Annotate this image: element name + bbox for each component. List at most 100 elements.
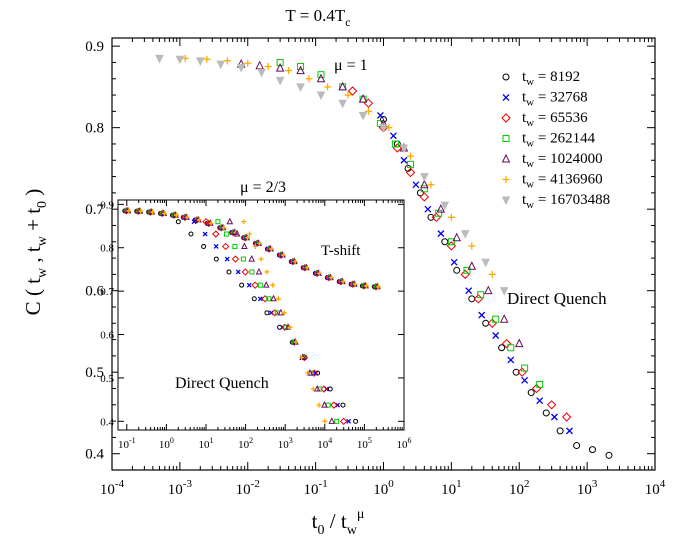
quench-point [258,256,264,262]
data-point [264,63,272,71]
inset-y-tick-label: 0.7 [100,286,114,298]
data-point [203,55,211,63]
quench-point [175,219,181,225]
quench-point [328,417,336,424]
quench-point [321,401,328,408]
inset-y-tick-label: 0.5 [100,373,114,385]
data-point [216,60,226,70]
tshift-point [316,270,322,276]
data-point [244,59,252,67]
quench-point [287,324,293,330]
inset-y-tick-label: 0.8 [100,243,114,255]
data-point [481,258,490,268]
quench-point [299,355,305,360]
data-point [416,189,424,197]
data-point [447,238,455,246]
quench-point [241,242,248,249]
data-point [536,397,544,405]
data-point [492,315,500,323]
quench-point [249,269,255,275]
tshift-point [352,281,358,287]
data-point [399,144,409,154]
quench-point [304,370,310,376]
data-point [358,94,368,103]
quench-point [255,267,263,275]
quench-point [213,243,219,249]
x-tick-label: 10-2 [236,478,260,498]
quench-point [201,243,207,249]
quench-point [232,243,238,249]
x-tick-label: 100 [373,478,394,498]
quench-point [281,310,287,316]
inset-background [118,197,404,432]
quench-point [270,294,277,302]
data-point [501,338,512,349]
tshift-point [375,284,381,290]
data-point [358,111,368,121]
quench-point [215,219,221,225]
quench-point [231,255,240,263]
data-point [507,344,515,352]
data-point [257,68,266,78]
data-point [407,160,415,168]
data-point [460,269,470,280]
legend-marker [502,73,510,81]
legend-label: tw = 8192 [522,69,580,88]
data-point [376,111,384,119]
quench-point [248,254,255,262]
main-data-points [155,54,613,459]
data-point [364,107,372,115]
data-point [391,140,399,148]
inset-direct-quench-annotation: Direct Quench [175,375,269,392]
inset-plot-frame [117,199,405,431]
inset-x-tick-label: 104 [317,436,332,451]
data-point [255,60,265,70]
tshift-point [280,252,286,258]
inset-y-tick-label: 0.4 [100,416,114,428]
data-point [285,67,293,75]
data-point [499,314,509,323]
data-point [460,230,470,239]
data-point [427,181,435,189]
data-point [450,258,458,266]
data-point [405,167,416,178]
inset-x-tick-label: 105 [357,436,372,451]
quench-point [202,217,210,226]
inset-x-tick-label: 101 [198,436,213,451]
data-point [521,376,529,384]
data-point [478,311,486,319]
quench-point [310,369,318,377]
data-point [561,412,572,422]
quench-point [271,309,279,317]
quench-point [346,418,352,424]
quench-point [251,296,257,302]
y-tick-label: 0.6 [85,284,104,300]
data-point [473,294,484,304]
data-point [488,270,496,278]
y-tick-label: 0.8 [85,121,104,137]
data-point [275,76,285,86]
direct-quench-annotation: Direct Quench [507,289,607,308]
data-point [424,205,432,213]
legend-label: tw = 16703488 [522,192,610,211]
data-point [463,266,471,274]
tshift-point [257,240,263,246]
tshift-annotation: T-shift [321,243,361,259]
quench-point [334,418,340,424]
legend-label: tw = 1024000 [522,151,603,170]
quench-point [252,243,258,249]
quench-point [251,281,259,289]
data-point [556,427,564,435]
tshift-point [150,209,156,215]
data-point [427,213,435,221]
quench-point [257,296,263,302]
svg-text:C ( tw , tw + t0 ): C ( tw , tw + t0 ) [21,189,50,316]
data-point [296,83,305,93]
data-point [317,71,325,79]
data-point [347,86,358,96]
data-point [440,201,450,211]
x-tick-label: 101 [441,478,462,498]
quench-point [313,370,318,376]
x-tick-label: 10-4 [100,478,125,498]
